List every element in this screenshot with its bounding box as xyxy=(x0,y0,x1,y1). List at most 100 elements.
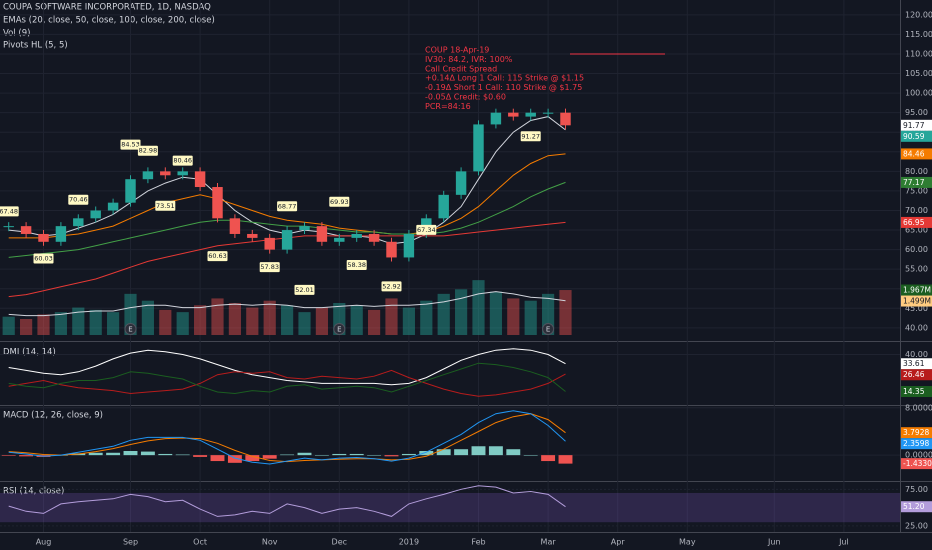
volume-bar xyxy=(437,293,450,335)
volume-bar xyxy=(315,307,328,335)
y-tick-label: 110.00 xyxy=(905,49,932,58)
x-tick-label: Aug xyxy=(36,538,52,547)
line xyxy=(8,153,566,239)
price-badge-label: 51.20 xyxy=(903,502,925,511)
candle xyxy=(508,112,519,117)
price-badge xyxy=(901,284,932,296)
y-tick-label: 25.00 xyxy=(905,521,928,530)
price-badge xyxy=(901,119,932,131)
volume-bar xyxy=(89,309,102,335)
pivot-label: 60.63 xyxy=(208,252,227,260)
y-tick-label: 65.00 xyxy=(905,226,928,235)
histogram-bar xyxy=(436,449,451,456)
price-badge-label: 26.46 xyxy=(903,370,925,379)
candle xyxy=(438,194,449,219)
candle xyxy=(142,171,154,180)
x-tick-label: May xyxy=(679,538,696,547)
histogram-bar xyxy=(541,455,556,462)
histogram-bar xyxy=(558,455,573,464)
candle xyxy=(473,124,484,172)
histogram-bar xyxy=(471,446,486,456)
annotation: +0.14Δ Long 1 Call: 115 Strike @ $1.15 xyxy=(425,74,584,83)
price-badge-label: 3.7928 xyxy=(903,428,929,437)
volume-bar xyxy=(72,307,85,335)
price-badge-label: 14.35 xyxy=(903,387,925,396)
candle xyxy=(20,226,32,234)
histogram-bar xyxy=(314,455,329,456)
histogram-bar xyxy=(349,453,364,456)
candle xyxy=(334,237,345,242)
volume-bar xyxy=(472,280,485,335)
x-tick-label: Oct xyxy=(193,538,207,547)
x-tick-label: Jul xyxy=(838,538,849,547)
volume-bar xyxy=(141,300,154,335)
y-tick-label: 40.00 xyxy=(905,350,928,359)
earnings-marker xyxy=(542,323,555,335)
pivot-label: 68.77 xyxy=(278,202,297,210)
histogram-bar xyxy=(262,455,277,459)
pivot-label: 84.53 xyxy=(121,141,140,149)
price-badge xyxy=(901,358,932,370)
pivot-label: 91.27 xyxy=(521,132,540,140)
candle xyxy=(316,226,328,242)
y-tick-label: 95.00 xyxy=(905,108,928,117)
pivot-label: 67.34 xyxy=(417,226,436,234)
candle xyxy=(73,218,84,227)
volume-bar xyxy=(37,314,50,335)
volume-bar xyxy=(20,319,33,335)
histogram-bar xyxy=(140,451,155,456)
annotation: -0.05Δ Credit: $0.60 xyxy=(425,93,506,102)
price-badge-label: -1.4330 xyxy=(903,459,932,468)
annotation: IV30: 84.2, IVR: 100% xyxy=(425,55,513,64)
y-tick-label: 75.00 xyxy=(905,186,928,195)
histogram-bar xyxy=(506,449,521,456)
histogram-bar xyxy=(88,452,103,456)
candle xyxy=(351,233,362,238)
y-tick-label: 115.00 xyxy=(905,30,932,39)
price-badge xyxy=(901,458,932,470)
histogram-bar xyxy=(280,454,295,456)
histogram-bar xyxy=(332,453,347,456)
price-badge xyxy=(901,216,932,228)
pivot-box xyxy=(68,194,89,205)
candle xyxy=(90,210,101,219)
indicator-label: Pivots HL (5, 5) xyxy=(3,41,68,51)
y-tick-label: 8.0000 xyxy=(905,403,932,412)
price-badge-label: 90.59 xyxy=(903,132,925,141)
y-tick-label: 70.00 xyxy=(905,206,928,215)
histogram-bar xyxy=(123,450,138,456)
volume-bar xyxy=(559,290,572,335)
histogram-bar xyxy=(158,453,173,456)
price-badge xyxy=(901,130,932,142)
pivot-box xyxy=(0,206,19,217)
price-badge xyxy=(901,427,932,439)
x-tick-label: Dec xyxy=(332,538,347,547)
panel-title: DMI (14, 14) xyxy=(3,348,56,358)
price-badge-label: 1.499M xyxy=(903,297,931,306)
histogram-bar xyxy=(384,455,399,457)
candle xyxy=(490,112,502,125)
price-badge-label: 91.77 xyxy=(903,121,925,130)
y-tick-label: 60.00 xyxy=(905,245,928,254)
volume-bar xyxy=(298,312,311,335)
pivot-box xyxy=(155,200,176,211)
x-tick-label: Nov xyxy=(262,538,278,547)
volume-bar xyxy=(507,298,520,335)
candle xyxy=(38,233,49,242)
histogram-bar xyxy=(523,455,538,456)
candle xyxy=(403,233,415,258)
pivot-box xyxy=(416,224,437,235)
line xyxy=(8,348,566,386)
y-tick-label: 120.00 xyxy=(905,10,932,19)
histogram-bar xyxy=(193,455,208,457)
y-tick-label: 80.00 xyxy=(905,167,928,176)
rsi-band xyxy=(0,492,900,523)
candle xyxy=(368,233,380,242)
candle xyxy=(160,171,171,176)
candle xyxy=(560,112,571,126)
price-badge xyxy=(901,501,932,513)
volume-bar xyxy=(107,312,120,335)
line xyxy=(8,291,566,317)
